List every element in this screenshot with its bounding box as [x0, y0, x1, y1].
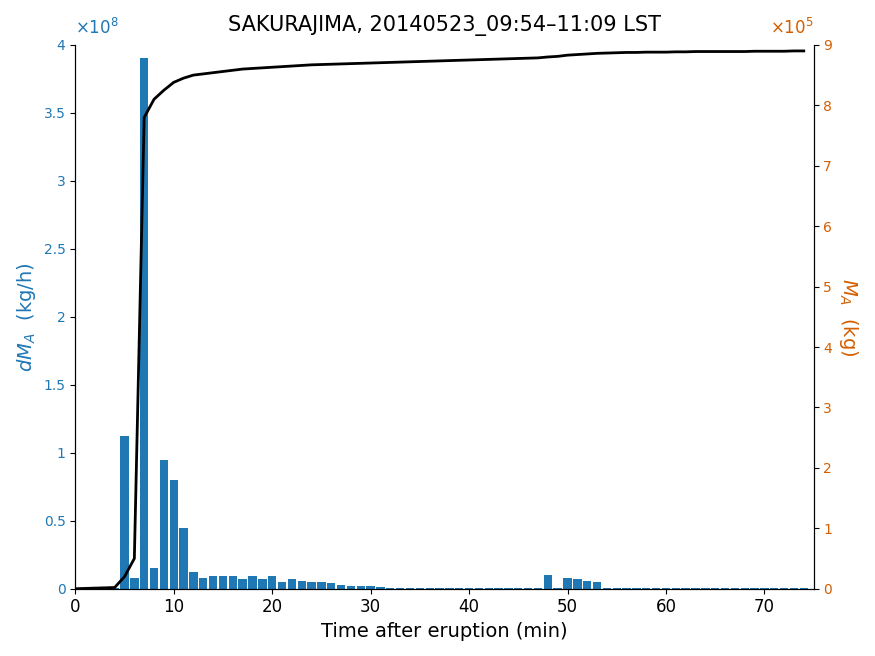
Text: $\times 10^5$: $\times 10^5$ — [770, 18, 814, 38]
Text: $\times 10^8$: $\times 10^8$ — [75, 18, 119, 38]
X-axis label: Time after eruption (min): Time after eruption (min) — [321, 622, 568, 641]
Bar — [573, 579, 582, 588]
Bar — [346, 586, 355, 588]
Bar — [278, 582, 286, 588]
Bar — [327, 583, 335, 588]
Bar — [170, 480, 178, 588]
Bar — [593, 582, 601, 588]
Bar — [337, 584, 346, 588]
Bar — [150, 568, 158, 588]
Bar — [367, 586, 374, 588]
Bar — [239, 579, 247, 588]
Bar — [219, 577, 228, 588]
Bar — [258, 579, 267, 588]
Bar — [376, 587, 385, 588]
Bar — [564, 578, 571, 588]
Bar — [189, 573, 198, 588]
Bar — [583, 581, 592, 588]
Bar — [357, 586, 365, 588]
Bar — [268, 577, 276, 588]
Y-axis label: $dM_A$  (kg/h): $dM_A$ (kg/h) — [15, 262, 38, 372]
Bar — [543, 575, 552, 588]
Bar — [200, 578, 207, 588]
Bar — [228, 577, 237, 588]
Bar — [140, 58, 149, 588]
Bar — [307, 582, 316, 588]
Bar — [298, 581, 306, 588]
Bar — [130, 578, 138, 588]
Bar — [179, 527, 188, 588]
Bar — [318, 582, 326, 588]
Title: SAKURAJIMA, 20140523_09:54–11:09 LST: SAKURAJIMA, 20140523_09:54–11:09 LST — [228, 15, 661, 36]
Bar — [248, 577, 256, 588]
Y-axis label: $M_A$  (kg): $M_A$ (kg) — [837, 277, 860, 356]
Bar — [288, 579, 296, 588]
Bar — [209, 577, 217, 588]
Bar — [121, 436, 129, 588]
Bar — [160, 460, 168, 588]
